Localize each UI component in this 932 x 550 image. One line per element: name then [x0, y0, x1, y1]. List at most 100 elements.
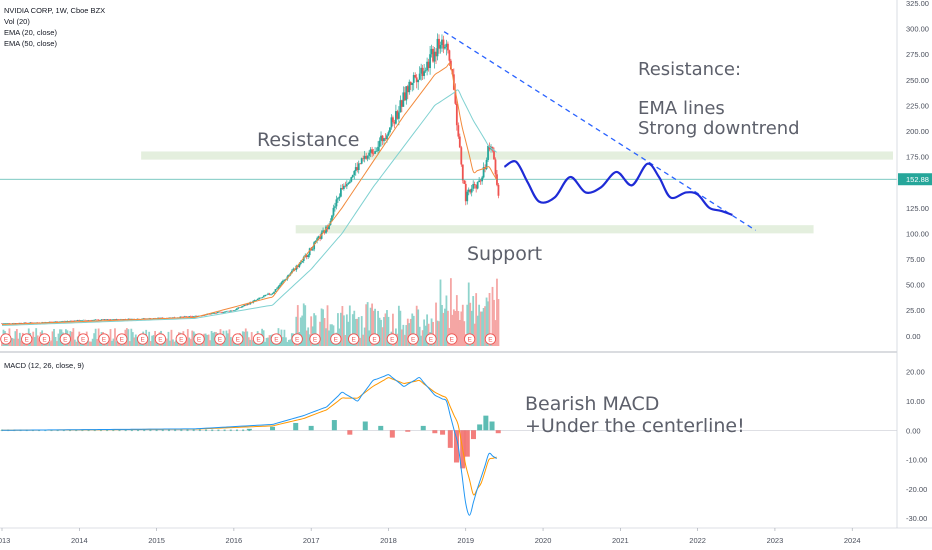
annotation-bearish-macd: Bearish MACD [525, 393, 660, 415]
volume-bar [33, 336, 36, 346]
volume-bar [112, 338, 115, 346]
volume-bar [299, 317, 302, 346]
volume-bar [362, 334, 365, 346]
candle-body [292, 268, 295, 272]
candle-body [67, 320, 70, 322]
time-axis-tick: 2023 [767, 536, 784, 545]
volume-bar [444, 308, 446, 346]
earnings-marker [463, 333, 476, 345]
macd-histogram-bar [124, 429, 127, 432]
line-layer [0, 31, 897, 327]
last-price-label: 152.88 [906, 175, 929, 184]
candle-body [8, 323, 11, 324]
candle-body [283, 279, 286, 281]
volume-bar [51, 331, 54, 346]
earnings-marker-label: E [197, 337, 202, 344]
candle-body [65, 321, 67, 322]
candle-body [423, 71, 426, 76]
earnings-marker-label: E [334, 337, 339, 344]
candle-body [5, 323, 8, 324]
volume-bar [155, 340, 158, 346]
volume-bar [224, 340, 226, 346]
candle-body [213, 313, 216, 314]
volume-bar [20, 340, 23, 346]
volume-bar [109, 329, 112, 346]
candle-body [279, 284, 281, 287]
candle-body [23, 322, 26, 324]
earnings-marker-label: E [488, 337, 493, 344]
macd-histogram-bar [420, 425, 426, 431]
candle-body [2, 323, 5, 325]
candle-body [377, 146, 379, 152]
candle-body [261, 297, 264, 299]
price-axis-tick: 0.00 [906, 332, 921, 341]
volume-bar [209, 340, 211, 346]
candle-body [56, 321, 58, 323]
annotation-resistance-title: Resistance: [638, 59, 742, 80]
candle-body [180, 316, 183, 318]
volume-bar [402, 324, 405, 346]
candle-body [227, 310, 229, 312]
volume-bar [313, 313, 316, 346]
macd-histogram-bar [477, 424, 483, 431]
earnings-marker-label: E [411, 337, 416, 344]
macd-histogram-bar [293, 422, 299, 431]
volume-bar [418, 326, 421, 346]
volume-bar [268, 335, 271, 346]
volume-bar [264, 341, 266, 346]
volume-bar [175, 340, 177, 346]
candle-body [360, 158, 363, 164]
candle-body [409, 81, 412, 86]
macd-line [1, 374, 497, 516]
candle-body [408, 81, 411, 93]
earnings-marker-label: E [390, 337, 395, 344]
price-axis-tick: 275.00 [906, 50, 929, 59]
earnings-marker-label: E [236, 337, 241, 344]
volume-bar [484, 306, 486, 346]
volume-bar [310, 316, 313, 346]
volume-bar [447, 310, 449, 346]
earnings-marker-label: E [372, 337, 377, 344]
candle-body [487, 145, 489, 160]
time-axis-tick: 2019 [457, 536, 474, 545]
volume-bar [438, 321, 440, 346]
candle-body [344, 185, 347, 187]
macd-histogram-bar [331, 420, 337, 431]
earnings-marker-label: E [313, 337, 318, 344]
candle-body [103, 319, 106, 320]
macd-histogram-bar [229, 429, 232, 432]
volume-bar [35, 328, 38, 346]
candle-body [50, 321, 52, 323]
candle-body [142, 318, 145, 319]
volume-bar [73, 339, 76, 346]
macd-histogram-bar [198, 429, 201, 432]
volume-bar [48, 341, 51, 346]
volume-bar [191, 330, 194, 346]
volume-bar [296, 305, 299, 346]
volume-bar [412, 315, 415, 346]
candle-body [60, 321, 63, 322]
candle-body [337, 198, 339, 200]
volume-bar [188, 337, 191, 346]
candle-body [84, 319, 87, 321]
volume-bar [435, 302, 437, 346]
macd-histogram-bar [223, 429, 226, 432]
indicator-ema20: EMA (20, close) [4, 28, 57, 37]
candle-body [240, 306, 243, 308]
candle-body [143, 318, 146, 319]
candle-body [274, 289, 277, 292]
macd-histogram-bar [235, 429, 238, 432]
candle-body [412, 75, 415, 83]
candle-body [158, 317, 161, 319]
candle-body [267, 293, 269, 295]
candle-body [273, 291, 275, 294]
candle-body [241, 306, 244, 307]
volume-bar [267, 337, 269, 346]
volume-bar [348, 305, 351, 346]
candle-body [460, 147, 463, 165]
candle-body [219, 311, 222, 313]
candle-body [332, 207, 335, 216]
candle-body [389, 127, 391, 133]
candle-body [400, 100, 403, 107]
